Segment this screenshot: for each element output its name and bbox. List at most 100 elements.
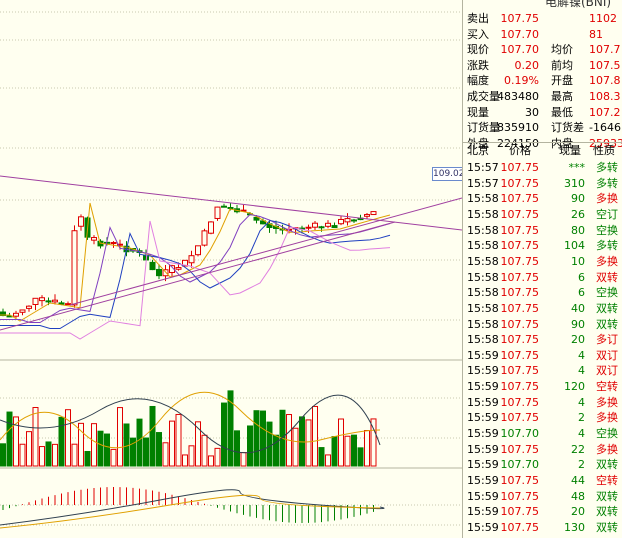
tick-type: 多换 xyxy=(596,254,618,268)
volume-bar xyxy=(143,437,149,467)
tick-time: 15:59 xyxy=(467,364,499,378)
quote-value: 107.75 xyxy=(500,12,540,25)
price-tag: 109.02 xyxy=(432,167,465,181)
tick-volume: 6 xyxy=(578,286,585,300)
candle-body xyxy=(221,205,227,208)
candle-body xyxy=(318,226,325,229)
volume-bar xyxy=(201,434,208,467)
tick-volume: 20 xyxy=(571,333,585,347)
quote-value: 30 xyxy=(525,105,539,119)
volume-bar xyxy=(247,425,253,467)
candle-body xyxy=(338,218,344,225)
candle-body xyxy=(32,297,39,305)
quote-value: 25933 xyxy=(589,136,622,150)
quote-label: 买入 xyxy=(467,27,489,41)
quote-label: 成交量 xyxy=(467,90,500,103)
volume-bar xyxy=(175,413,182,467)
candle-body xyxy=(39,297,45,302)
candle-body xyxy=(312,222,318,228)
candle-body xyxy=(19,309,26,313)
tick-row: 15:58 107.75 104 多转 xyxy=(463,238,622,253)
volume-bar xyxy=(318,447,325,467)
tick-price: 107.75 xyxy=(500,176,540,190)
tick-type: 双转 xyxy=(596,301,618,315)
tick-volume: 6 xyxy=(578,270,585,284)
tick-volume: 4 xyxy=(578,348,585,362)
volume-bar xyxy=(169,420,175,467)
quote-value: 81 xyxy=(589,27,603,41)
tick-type: 双转 xyxy=(596,458,618,472)
quote-row: 幅度 0.19% 开盘 107.8 xyxy=(463,73,622,88)
candle-body xyxy=(0,311,6,317)
tick-type: 多转 xyxy=(596,239,618,253)
quote-value: 108.3 xyxy=(589,90,621,103)
quote-label: 幅度 xyxy=(467,74,489,88)
candle-body xyxy=(175,267,182,270)
tick-volume: 2 xyxy=(578,458,585,472)
tick-time: 15:59 xyxy=(467,348,499,362)
quote-panel: 电解镍(BNI) 卖出 107.75 1102 买入 107.70 81 现价 107.70 均… xyxy=(462,0,622,538)
tick-time: 15:59 xyxy=(467,474,499,487)
tick-price: 107.70 xyxy=(500,458,540,472)
tick-time: 15:58 xyxy=(467,223,499,237)
tick-volume: 20 xyxy=(571,505,585,519)
volume-bar xyxy=(227,390,234,467)
volume-bar xyxy=(71,443,78,467)
moving-average xyxy=(0,219,391,329)
header-cell: 现量 xyxy=(559,144,581,157)
tick-row: 15:59 107.75 44 空转 xyxy=(463,473,622,488)
tick-row: 15:57 107.75 310 多转 xyxy=(463,176,622,191)
title: 电解镍(BNI) xyxy=(545,0,612,9)
candle-body xyxy=(344,218,351,223)
volume-bar xyxy=(19,443,26,467)
tick-row: 15:59 107.75 2 多换 xyxy=(463,410,622,425)
tick-row: 15:59 107.70 2 双转 xyxy=(463,457,622,472)
quote-row: 卖出 107.75 1102 xyxy=(463,11,622,26)
tick-row: 15:59 107.75 120 空转 xyxy=(463,379,622,394)
tick-time: 15:57 xyxy=(467,161,499,174)
volume-bar xyxy=(312,405,318,467)
quote-value: 107.70 xyxy=(500,43,540,57)
quote-label: 最高 xyxy=(551,90,573,103)
quote-value: 0.20 xyxy=(514,58,540,72)
tick-time: 15:58 xyxy=(467,286,499,300)
tick-price: 107.75 xyxy=(500,380,540,394)
tick-row: 15:59 107.75 22 多换 xyxy=(463,442,622,457)
tick-time: 15:59 xyxy=(467,505,499,519)
volume-bar xyxy=(104,433,110,467)
tick-type: 空换 xyxy=(596,427,618,441)
tick-time: 15:59 xyxy=(467,427,499,441)
tick-time: 15:58 xyxy=(467,192,499,206)
candle-body xyxy=(201,230,208,246)
volume-bar xyxy=(156,432,162,467)
tick-price: 107.75 xyxy=(500,364,540,378)
quote-value: 0.19% xyxy=(504,74,539,88)
tick-type: 空换 xyxy=(596,286,618,300)
volume-bar xyxy=(221,402,227,467)
candle-body xyxy=(331,225,338,229)
tick-type: 多转 xyxy=(596,161,618,174)
candle-body xyxy=(169,265,175,273)
quote-value: 107.70 xyxy=(500,27,540,41)
candle-body xyxy=(149,261,156,271)
volume-bar xyxy=(136,418,143,467)
tick-price: 107.75 xyxy=(500,442,540,456)
tick-type: 多换 xyxy=(596,395,618,409)
tick-row: 15:59 107.70 4 空换 xyxy=(463,426,622,441)
quote-label: 前均 xyxy=(551,58,573,72)
tick-type: 多换 xyxy=(596,442,618,456)
quote-row: 外盘 224150 内盘 25933 xyxy=(463,136,622,151)
tick-volume: 90 xyxy=(571,317,585,331)
volume-bar xyxy=(0,443,6,467)
tick-row: 15:58 107.75 6 双转 xyxy=(463,270,622,285)
tick-row: 15:58 107.75 26 空订 xyxy=(463,207,622,222)
moving-average xyxy=(0,220,391,340)
separator xyxy=(463,142,622,143)
candle-body xyxy=(13,312,19,317)
tick-price: 107.75 xyxy=(500,317,540,331)
volume-ma xyxy=(0,394,381,454)
quote-row: 现价 107.70 均价 107.7 xyxy=(463,42,622,57)
tick-time: 15:59 xyxy=(467,380,499,394)
candle-body xyxy=(52,299,58,303)
candle-body xyxy=(117,243,123,246)
